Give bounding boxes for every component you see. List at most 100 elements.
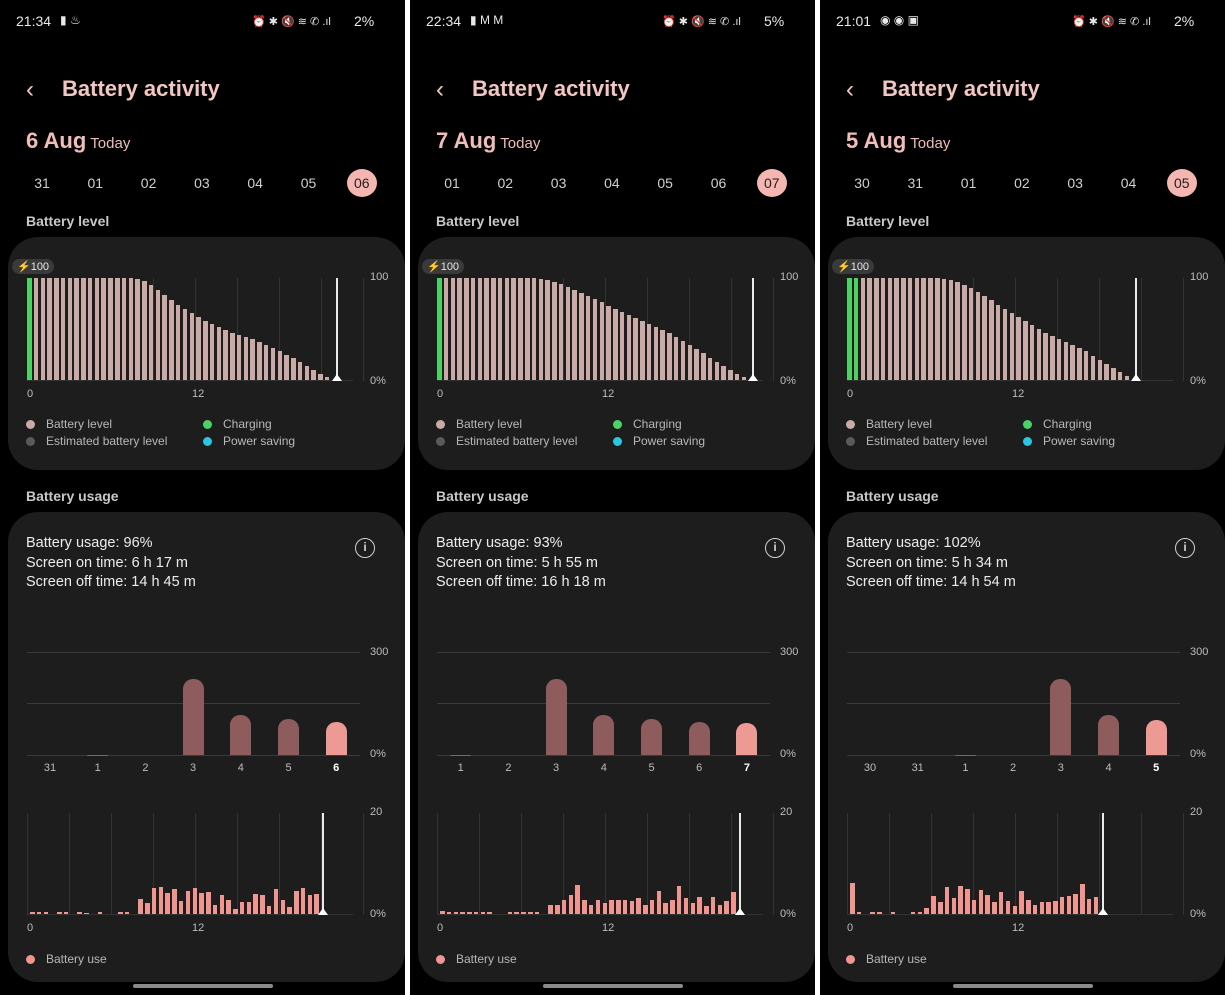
battery-level-bar (243, 337, 249, 380)
day-selector-07[interactable]: 07 (756, 169, 787, 197)
daily-label-3[interactable]: 3 (1057, 762, 1064, 774)
day-selector-03[interactable]: 03 (550, 175, 567, 191)
hourly-usage-bar (253, 893, 258, 914)
daily-label-2[interactable]: 2 (505, 762, 512, 774)
daily-label-2[interactable]: 2 (1010, 762, 1017, 774)
hourly-usage-bar (602, 902, 607, 914)
info-icon[interactable]: i (1175, 538, 1195, 558)
gridline (27, 813, 28, 915)
daily-label-7[interactable]: 7 (743, 762, 750, 774)
legend-label: Power saving (223, 434, 296, 448)
day-selector-31[interactable]: 31 (34, 175, 50, 191)
y-axis-bottom: 0% (1190, 375, 1206, 387)
hourly-usage-bar (300, 887, 306, 914)
hourly-usage-bar (1019, 890, 1024, 914)
day-selector-02[interactable]: 02 (497, 175, 514, 191)
status-time: 21:01 (836, 13, 872, 29)
gridline (363, 813, 364, 915)
hourly-usage-bar (582, 899, 587, 914)
hourly-usage-bar (575, 884, 580, 914)
navigation-handle[interactable] (543, 984, 683, 988)
baseline (437, 914, 763, 915)
day-selector-02[interactable]: 02 (1014, 175, 1030, 191)
battery-level-bar (121, 278, 127, 380)
current-time-triangle (318, 908, 329, 915)
legend-dot (203, 437, 212, 446)
battery-level-bar (101, 278, 106, 380)
hourly-y-bottom: 0% (370, 908, 386, 920)
day-selector-06[interactable]: 06 (346, 169, 377, 197)
daily-label-4[interactable]: 4 (1105, 762, 1112, 774)
daily-label-3[interactable]: 3 (553, 762, 560, 774)
battery-level-bar (437, 278, 442, 380)
daily-label-1[interactable]: 1 (962, 762, 969, 774)
back-button[interactable]: ‹ (846, 76, 854, 103)
x-axis-12: 12 (1012, 922, 1025, 934)
battery-level-bar (142, 281, 147, 380)
battery-level-bar (223, 330, 228, 380)
daily-label-4[interactable]: 4 (600, 762, 607, 774)
day-selector-01[interactable]: 01 (444, 175, 460, 191)
day-selector-31[interactable]: 31 (907, 175, 924, 191)
daily-usage-bar (1098, 715, 1119, 755)
baseline (847, 380, 1173, 381)
hourly-usage-bar (124, 912, 130, 914)
gridline (973, 278, 974, 381)
battery-level-bar (619, 311, 625, 380)
hourly-usage-bar (165, 893, 170, 914)
daily-label-5[interactable]: 5 (1153, 762, 1160, 774)
daily-label-5[interactable]: 5 (648, 762, 655, 774)
navigation-handle[interactable] (133, 984, 273, 988)
hourly-usage-bar (724, 900, 729, 914)
day-selector-05[interactable]: 05 (657, 175, 673, 191)
battery-level-bar (1117, 371, 1123, 380)
daily-label-31[interactable]: 31 (911, 762, 924, 774)
x-axis-12: 12 (192, 922, 205, 934)
day-selector-04[interactable]: 04 (1120, 175, 1137, 191)
battery-level-bar (54, 278, 59, 380)
status-time: 22:34 (426, 13, 462, 29)
info-icon[interactable]: i (765, 538, 785, 558)
gridline (153, 813, 154, 915)
day-selector-02[interactable]: 02 (140, 175, 157, 191)
day-selector-30[interactable]: 30 (854, 175, 870, 191)
day-selector-05[interactable]: 05 (300, 175, 317, 191)
hourly-usage-bar (178, 900, 184, 914)
hourly-usage-bar (917, 912, 923, 914)
gridline (363, 278, 364, 381)
day-selector-03[interactable]: 03 (1067, 175, 1083, 191)
hourly-usage-bar (280, 899, 286, 914)
battery-level-bar (880, 278, 886, 380)
battery-level-bar (1002, 308, 1008, 380)
battery-level-bar (707, 357, 713, 380)
day-selector-05[interactable]: 05 (1166, 169, 1197, 197)
day-selector-04[interactable]: 04 (247, 175, 263, 191)
day-selector-06[interactable]: 06 (710, 175, 727, 191)
day-selector-03[interactable]: 03 (194, 175, 210, 191)
back-button[interactable]: ‹ (26, 76, 34, 103)
daily-label-2[interactable]: 2 (142, 762, 149, 774)
legend-item: Charging (203, 417, 272, 431)
hourly-usage-bar (568, 894, 574, 914)
day-selector-01[interactable]: 01 (960, 175, 977, 191)
battery-level-bar (443, 278, 449, 380)
daily-label-6[interactable]: 6 (333, 762, 340, 774)
daily-label-30[interactable]: 30 (863, 762, 877, 774)
battery-level-bar (660, 330, 665, 380)
battery-level-bar (680, 341, 686, 380)
back-button[interactable]: ‹ (436, 76, 444, 103)
info-icon[interactable]: i (355, 538, 375, 558)
daily-label-31[interactable]: 31 (43, 762, 57, 774)
hourly-usage-bar (84, 912, 89, 914)
daily-label-5[interactable]: 5 (285, 762, 292, 774)
date-label: 7 Aug (436, 128, 497, 153)
daily-label-6[interactable]: 6 (696, 762, 703, 774)
daily-label-4[interactable]: 4 (237, 762, 244, 774)
day-selector-04[interactable]: 04 (604, 175, 620, 191)
daily-label-3[interactable]: 3 (190, 762, 197, 774)
battery-level-bar (250, 339, 255, 380)
navigation-handle[interactable] (953, 984, 1093, 988)
daily-label-1[interactable]: 1 (457, 762, 464, 774)
daily-label-1[interactable]: 1 (94, 762, 101, 774)
day-selector-01[interactable]: 01 (87, 175, 104, 191)
